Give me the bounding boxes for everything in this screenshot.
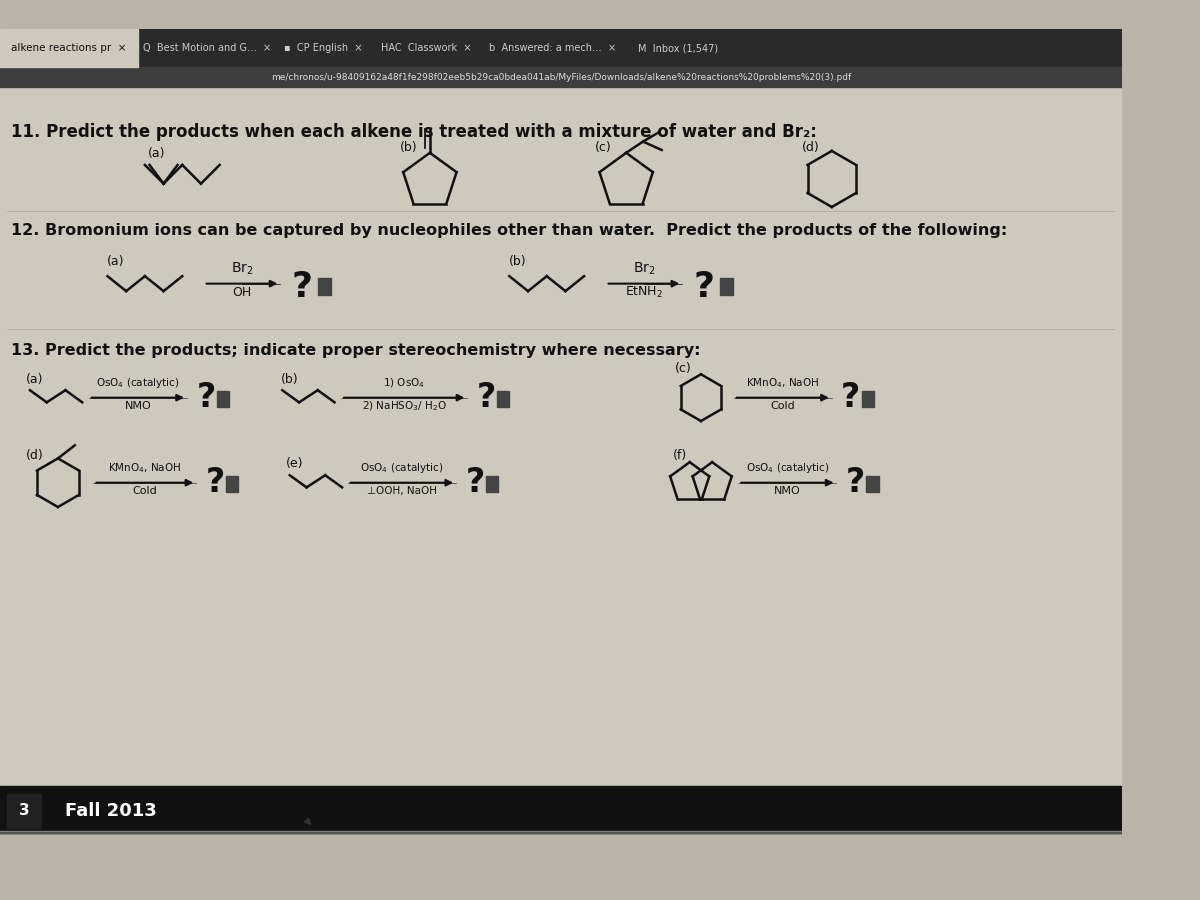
Text: ?: ? bbox=[197, 382, 216, 414]
Text: ⊥OOH, NaOH: ⊥OOH, NaOH bbox=[367, 486, 437, 496]
Text: ?: ? bbox=[205, 466, 224, 500]
Text: KMnO$_4$, NaOH: KMnO$_4$, NaOH bbox=[746, 376, 820, 391]
Text: (c): (c) bbox=[674, 363, 691, 375]
Text: M  Inbox (1,547): M Inbox (1,547) bbox=[638, 43, 719, 53]
Text: 1) OsO$_4$: 1) OsO$_4$ bbox=[383, 376, 425, 391]
Bar bbox=[720, 278, 733, 295]
Bar bbox=[0, 832, 1122, 833]
Text: Fall 2013: Fall 2013 bbox=[66, 802, 157, 820]
Bar bbox=[486, 476, 498, 492]
Text: Br$_2$: Br$_2$ bbox=[230, 260, 253, 277]
Bar bbox=[0, 787, 1122, 833]
Text: OsO$_4$ (catalytic): OsO$_4$ (catalytic) bbox=[96, 376, 180, 391]
Bar bbox=[318, 278, 331, 295]
Text: (a): (a) bbox=[107, 255, 124, 268]
Bar bbox=[217, 392, 229, 407]
Bar bbox=[0, 832, 1122, 833]
Text: me/chronos/u-98409162a48f1fe298f02eeb5b29ca0bdea041ab/MyFiles/Downloads/alkene%2: me/chronos/u-98409162a48f1fe298f02eeb5b2… bbox=[271, 73, 851, 82]
Text: alkene reactions pr  ×: alkene reactions pr × bbox=[12, 43, 127, 53]
Text: (b): (b) bbox=[281, 373, 298, 386]
Bar bbox=[0, 67, 1122, 87]
Text: ?: ? bbox=[841, 382, 860, 414]
Text: b  Answered: a mech…  ×: b Answered: a mech… × bbox=[488, 43, 616, 53]
Text: OsO$_4$ (catalytic): OsO$_4$ (catalytic) bbox=[745, 462, 829, 475]
Text: (f): (f) bbox=[673, 449, 688, 463]
Text: (d): (d) bbox=[26, 449, 44, 463]
Bar bbox=[226, 476, 239, 492]
Text: 11. Predict the products when each alkene is treated with a mixture of water and: 11. Predict the products when each alken… bbox=[11, 123, 817, 141]
Text: OH: OH bbox=[233, 286, 252, 299]
Bar bbox=[862, 392, 874, 407]
Text: 2) NaHSO$_3$/ H$_2$O: 2) NaHSO$_3$/ H$_2$O bbox=[361, 399, 446, 413]
Text: (e): (e) bbox=[286, 457, 304, 470]
Text: 3: 3 bbox=[19, 804, 30, 818]
Text: HAC  Classwork  ×: HAC Classwork × bbox=[380, 43, 472, 53]
Text: ?: ? bbox=[292, 270, 312, 304]
Text: (c): (c) bbox=[594, 141, 611, 154]
Bar bbox=[497, 392, 509, 407]
Bar bbox=[7, 794, 41, 828]
Text: 12. Bromonium ions can be captured by nucleophiles other than water.  Predict th: 12. Bromonium ions can be captured by nu… bbox=[11, 223, 1008, 238]
Bar bbox=[0, 30, 138, 67]
Text: 13. Predict the products; indicate proper stereochemistry where necessary:: 13. Predict the products; indicate prope… bbox=[11, 343, 701, 357]
Text: KMnO$_4$, NaOH: KMnO$_4$, NaOH bbox=[108, 462, 181, 475]
Text: EtNH$_2$: EtNH$_2$ bbox=[625, 284, 662, 300]
Text: OsO$_4$ (catalytic): OsO$_4$ (catalytic) bbox=[360, 462, 444, 475]
Text: NMO: NMO bbox=[774, 486, 800, 496]
Text: Br$_2$: Br$_2$ bbox=[632, 260, 655, 277]
Text: Cold: Cold bbox=[132, 486, 157, 496]
Text: (a): (a) bbox=[148, 147, 166, 159]
Text: ▪  CP English  ×: ▪ CP English × bbox=[284, 43, 362, 53]
Text: Q  Best Motion and G…  ×: Q Best Motion and G… × bbox=[144, 43, 271, 53]
Bar bbox=[0, 30, 1122, 67]
Bar bbox=[866, 476, 878, 492]
Text: (a): (a) bbox=[26, 373, 43, 386]
Text: Cold: Cold bbox=[770, 400, 796, 411]
Text: (b): (b) bbox=[509, 255, 527, 268]
Text: (b): (b) bbox=[400, 141, 418, 154]
Text: (d): (d) bbox=[802, 141, 820, 154]
Text: ?: ? bbox=[476, 382, 496, 414]
Text: ?: ? bbox=[694, 270, 714, 304]
Text: ?: ? bbox=[846, 466, 865, 500]
Text: NMO: NMO bbox=[125, 400, 151, 411]
Bar bbox=[0, 87, 1122, 833]
Text: ?: ? bbox=[466, 466, 485, 500]
